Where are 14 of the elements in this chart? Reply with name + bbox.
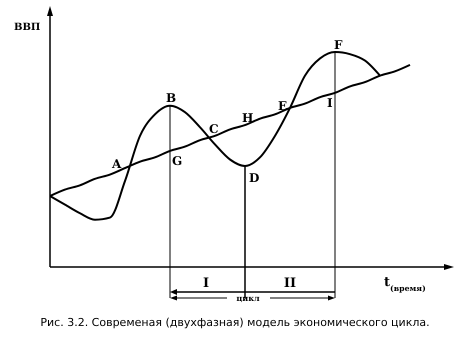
x-axis-title: t$_{(время)}$ <box>384 275 426 292</box>
annotation: A <box>111 157 122 171</box>
annotation: H <box>242 111 254 125</box>
y-axis-title: ВВП <box>14 22 40 33</box>
annotation: G <box>172 154 182 168</box>
text: I <box>202 276 210 291</box>
text: II <box>284 276 296 291</box>
text: цикл <box>236 293 260 303</box>
annotation: C <box>209 122 219 136</box>
annotation: B <box>166 91 176 105</box>
text: Рис. 3.2. Современая (двухфазная) модель экономического цикла. <box>40 316 430 329</box>
annotation: D <box>249 171 260 185</box>
annotation: I <box>327 96 333 110</box>
text: F <box>334 38 343 52</box>
